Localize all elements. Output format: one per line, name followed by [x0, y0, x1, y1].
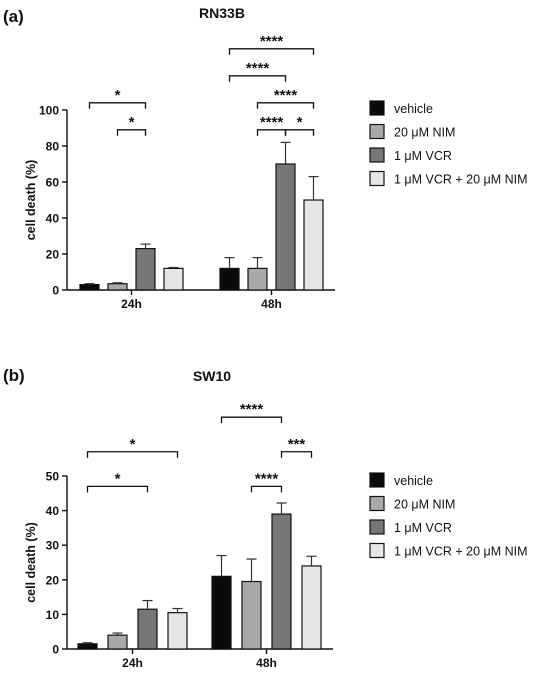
panel-label: (a) — [3, 7, 24, 26]
legend-entry: 1 μM VCR + 20 μM NIM — [394, 545, 528, 559]
y-tick-label: 60 — [46, 176, 60, 190]
x-tick-label: 48h — [256, 656, 277, 670]
bar — [135, 248, 156, 291]
significance-bracket — [88, 102, 147, 109]
bar — [107, 283, 128, 291]
significance-bracket — [280, 451, 313, 458]
bar — [301, 565, 322, 650]
bar — [163, 267, 184, 291]
significance-bracket — [220, 416, 283, 424]
legend-swatch — [369, 542, 385, 559]
significance-label: * — [115, 470, 121, 487]
y-tick-label: 10 — [46, 608, 60, 622]
y-axis-label: cell death (%) — [24, 522, 38, 603]
legend-swatch — [369, 123, 385, 140]
legend-entry: vehicle — [394, 474, 433, 488]
y-tick-label: 40 — [46, 212, 60, 226]
y-tick-label: 80 — [46, 140, 60, 154]
y-tick-label: 0 — [52, 284, 59, 298]
y-tick-label: 40 — [46, 504, 60, 518]
bar — [107, 634, 128, 650]
significance-label: * — [130, 436, 136, 453]
bar — [137, 608, 158, 650]
significance-label: *** — [288, 436, 306, 453]
legend-entry: 1 μM VCR — [394, 521, 452, 535]
legend-swatch — [369, 170, 385, 187]
significance-label: * — [115, 87, 121, 104]
x-tick-label: 24h — [122, 656, 143, 670]
significance-label: **** — [255, 470, 279, 487]
bar — [275, 163, 296, 291]
y-tick-label: 0 — [52, 643, 59, 657]
chart-title: SW10 — [193, 368, 231, 384]
legend-entry: 20 μM NIM — [394, 498, 455, 512]
bar — [79, 284, 100, 291]
legend-entry: vehicle — [394, 102, 433, 116]
panel-label: (b) — [3, 366, 25, 385]
legend-entry: 1 μM VCR — [394, 149, 452, 163]
x-tick-label: 48h — [261, 297, 282, 311]
significance-bracket — [228, 48, 315, 55]
legend-entry: 1 μM VCR + 20 μM NIM — [394, 173, 528, 187]
y-tick-label: 20 — [46, 573, 60, 587]
bar — [167, 612, 188, 650]
significance-bracket — [256, 102, 315, 109]
significance-bracket — [250, 485, 283, 493]
significance-bracket — [86, 451, 179, 458]
panel-rn33b: (a) RN33B 0 20 40 60 80 100 cell death (%) 24h 48h… — [3, 5, 528, 311]
significance-bracket — [228, 75, 287, 82]
legend-swatch — [369, 100, 385, 116]
bar — [303, 199, 324, 291]
bar — [219, 267, 240, 291]
bar — [241, 580, 262, 650]
significance-label: **** — [260, 114, 284, 131]
significance-label: * — [129, 114, 135, 131]
bar — [211, 575, 232, 650]
significance-label: **** — [246, 60, 270, 77]
bar — [271, 513, 292, 650]
bar — [77, 643, 98, 650]
significance-label: **** — [274, 87, 298, 104]
significance-label: **** — [240, 401, 264, 418]
bar — [247, 267, 268, 291]
legend-swatch — [369, 472, 385, 488]
legend-swatch — [369, 519, 385, 535]
legend-swatch — [369, 495, 385, 512]
significance-label: * — [297, 114, 303, 131]
y-tick-label: 20 — [46, 248, 60, 262]
legend-swatch — [369, 147, 385, 163]
significance-bracket — [116, 129, 147, 136]
y-axis-label: cell death (%) — [24, 160, 38, 241]
y-tick-label: 30 — [46, 539, 60, 553]
significance-bracket — [284, 129, 315, 136]
legend-entry: 20 μM NIM — [394, 126, 455, 140]
y-tick-label: 100 — [39, 104, 59, 118]
chart-title: RN33B — [199, 5, 245, 21]
significance-label: **** — [260, 33, 284, 50]
y-tick-label: 50 — [46, 470, 60, 484]
x-tick-label: 24h — [121, 297, 142, 311]
significance-bracket — [86, 485, 149, 493]
